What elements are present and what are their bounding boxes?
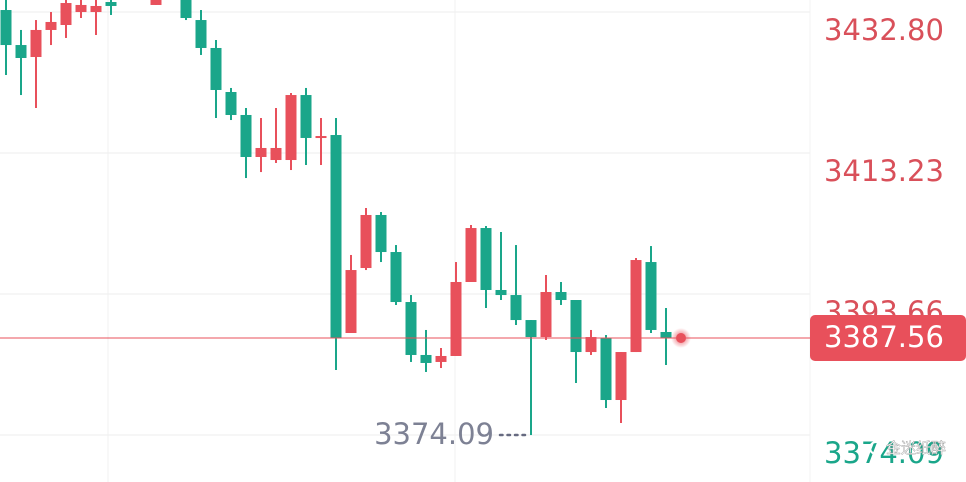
candle-body bbox=[450, 281, 462, 356]
candle-body bbox=[90, 5, 102, 13]
candle-body bbox=[540, 292, 552, 338]
candle-body bbox=[75, 4, 87, 13]
last-price-dot bbox=[676, 332, 686, 343]
watermark: 金迷纸醉 bbox=[886, 440, 946, 457]
candle-body bbox=[285, 95, 297, 161]
candle-body bbox=[210, 47, 222, 90]
candle-body bbox=[555, 292, 567, 301]
candle-body bbox=[105, 2, 117, 6]
candle-body bbox=[360, 214, 372, 269]
candle-body bbox=[315, 136, 327, 139]
candle-body bbox=[375, 214, 387, 253]
last-price-tag bbox=[810, 314, 966, 361]
candle-body bbox=[330, 135, 342, 338]
grid bbox=[0, 11, 810, 436]
candle-body bbox=[615, 352, 627, 401]
front: 3387.56 金迷纸醉 bbox=[810, 314, 966, 457]
y-tick-label: 3374.09 bbox=[824, 436, 944, 470]
candle-body bbox=[270, 147, 282, 161]
y-tick-label: 3432.80 bbox=[824, 13, 944, 47]
candle-body bbox=[645, 262, 657, 330]
y-tick-label: 3413.23 bbox=[824, 154, 944, 188]
candle-body bbox=[300, 95, 312, 138]
watermark-icon bbox=[869, 441, 883, 455]
overlay: 3374.09 bbox=[0, 327, 810, 451]
candle-body bbox=[30, 29, 42, 57]
candle-body bbox=[60, 3, 72, 26]
candle-body bbox=[495, 289, 507, 296]
candle-body bbox=[570, 300, 582, 353]
candle-body bbox=[255, 147, 267, 157]
last-price-label: 3387.56 bbox=[824, 320, 944, 354]
low-annotation-label: 3374.09 bbox=[374, 417, 494, 451]
candle-body bbox=[390, 252, 402, 303]
candle-body bbox=[525, 320, 537, 338]
candle-body bbox=[465, 228, 477, 282]
candle-body bbox=[225, 92, 237, 115]
candles bbox=[0, 0, 672, 436]
candle-body bbox=[405, 302, 417, 355]
candle-body bbox=[0, 10, 12, 46]
candle-body bbox=[195, 20, 207, 48]
candle-body bbox=[480, 228, 492, 290]
candle-body bbox=[630, 260, 642, 353]
candle-body bbox=[510, 295, 522, 321]
candle-body bbox=[15, 45, 27, 58]
candle-body bbox=[180, 0, 192, 19]
candle-body bbox=[150, 0, 162, 5]
candle-body bbox=[345, 270, 357, 334]
candle-body bbox=[585, 337, 597, 353]
candle-body bbox=[600, 337, 612, 401]
candle-body bbox=[660, 331, 672, 338]
candle-body bbox=[420, 354, 432, 363]
candle-body bbox=[45, 21, 57, 30]
candle-body bbox=[435, 355, 447, 362]
candle-body bbox=[240, 114, 252, 157]
